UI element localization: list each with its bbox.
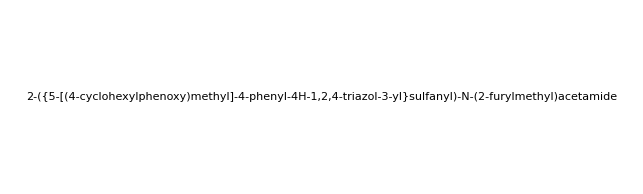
Text: 2-({5-[(4-cyclohexylphenoxy)methyl]-4-phenyl-4H-1,2,4-triazol-3-yl}sulfanyl)-N-(: 2-({5-[(4-cyclohexylphenoxy)methyl]-4-ph…: [26, 92, 617, 102]
